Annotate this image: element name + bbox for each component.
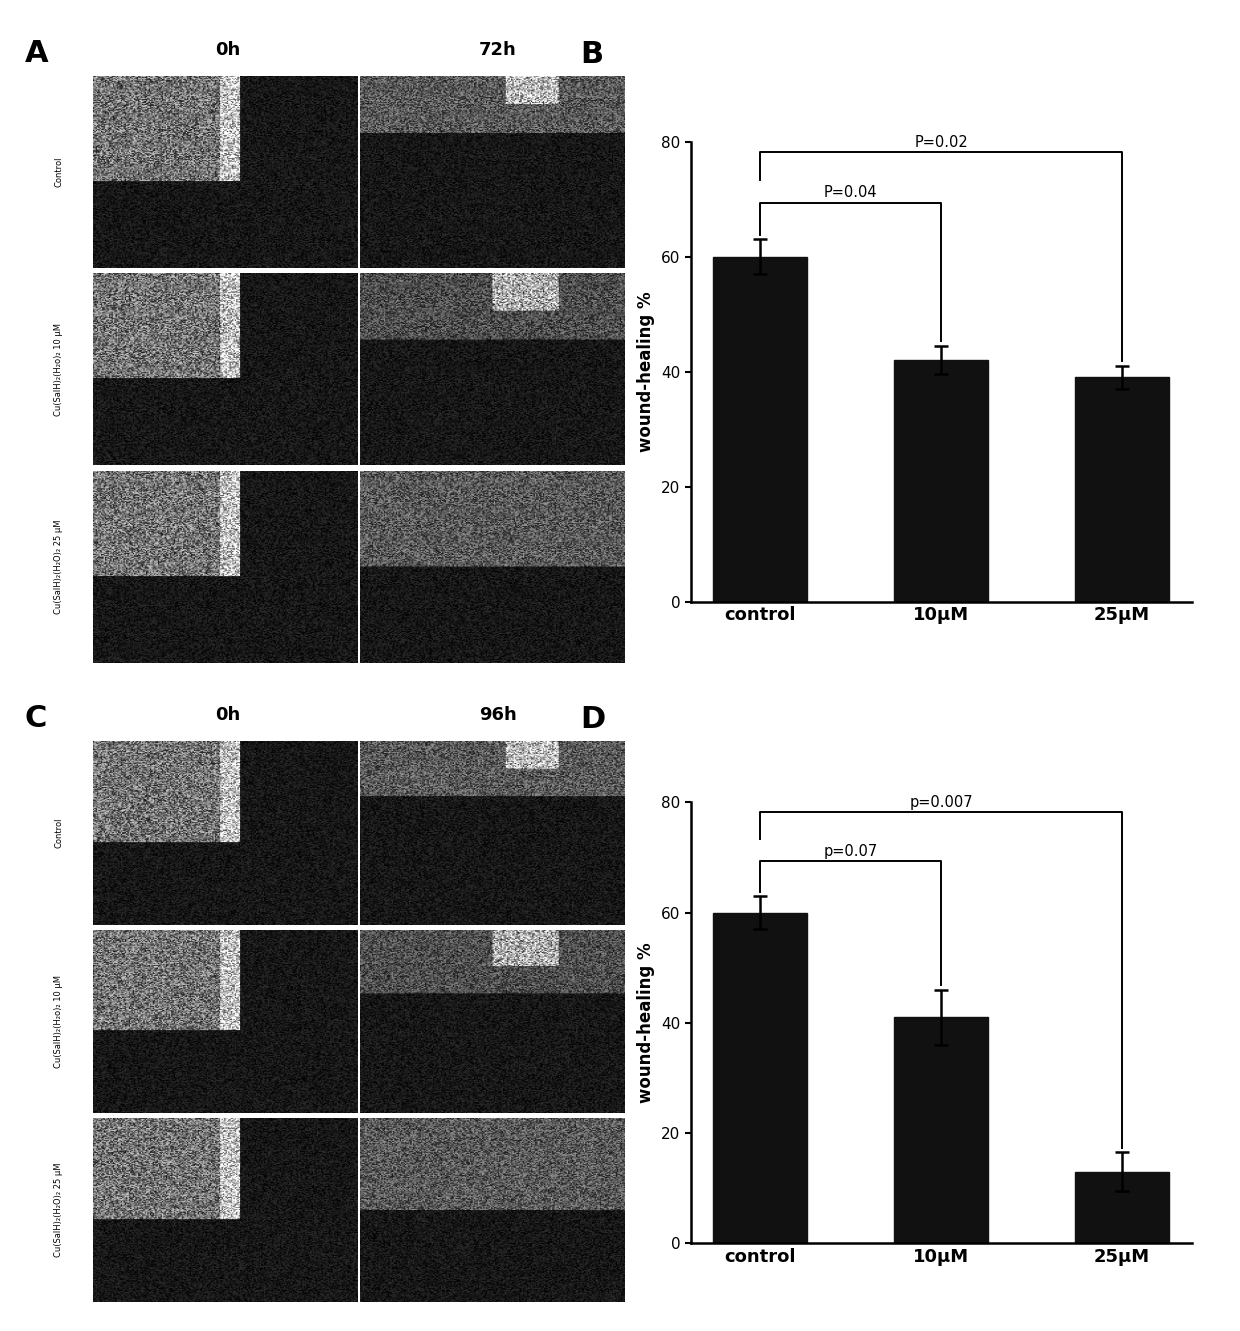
Text: p=0.07: p=0.07 (823, 844, 878, 858)
Bar (894, 361, 988, 602)
Bar (1075, 1171, 1169, 1243)
Text: C: C (25, 704, 47, 733)
Text: 72h: 72h (479, 41, 516, 59)
Bar (713, 913, 807, 1243)
Text: p=0.007: p=0.007 (909, 795, 973, 811)
Bar (713, 257, 807, 602)
Text: B: B (580, 40, 604, 69)
Text: 96h: 96h (479, 707, 516, 724)
Text: Control: Control (55, 157, 63, 188)
Bar (1075, 378, 1169, 602)
Text: Cu(SalH)₂(H₂O)₂ 25 μM: Cu(SalH)₂(H₂O)₂ 25 μM (55, 519, 63, 614)
Text: Cu(SalH)₂(H₂o)₂ 10 μM: Cu(SalH)₂(H₂o)₂ 10 μM (55, 323, 63, 415)
Y-axis label: wound-healing %: wound-healing % (637, 942, 655, 1103)
Text: P=0.04: P=0.04 (825, 185, 878, 200)
Text: D: D (580, 705, 605, 735)
Text: Cu(SalH)₂(H₂O)₂ 25 μM: Cu(SalH)₂(H₂O)₂ 25 μM (55, 1163, 63, 1258)
Y-axis label: wound-healing %: wound-healing % (637, 291, 655, 453)
Text: 0h: 0h (216, 41, 241, 59)
Text: Control: Control (55, 817, 63, 848)
Text: P=0.02: P=0.02 (914, 134, 968, 149)
Text: A: A (25, 39, 48, 68)
Text: 0h: 0h (216, 707, 241, 724)
Bar (894, 1017, 988, 1243)
Text: Cu(SalH)₂(H₂o)₂ 10 μM: Cu(SalH)₂(H₂o)₂ 10 μM (55, 976, 63, 1067)
